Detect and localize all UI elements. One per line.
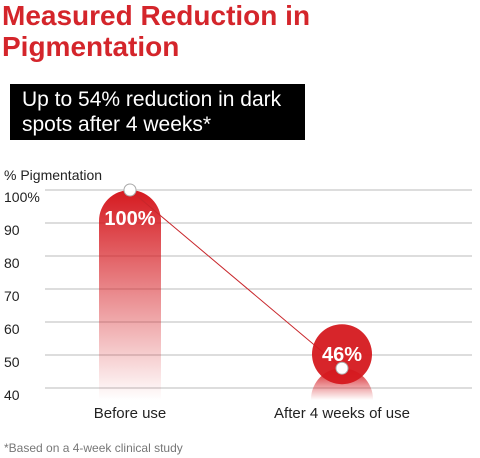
chart-title: Measured Reduction in Pigmentation <box>2 0 311 62</box>
value-label: 46% <box>322 344 362 366</box>
x-tick-label: Before use <box>94 405 167 422</box>
value-label: 100% <box>104 208 155 230</box>
trend-line <box>129 189 343 369</box>
point-marker <box>335 361 349 375</box>
y-tick-label: 90 <box>4 222 20 238</box>
point-marker <box>123 183 137 197</box>
y-tick-label: 50 <box>4 354 20 370</box>
y-tick-label: 70 <box>4 288 20 304</box>
subtitle: Up to 54% reduction in dark spots after … <box>22 88 282 136</box>
y-tick-label: 60 <box>4 321 20 337</box>
x-tick-label: After 4 weeks of use <box>274 405 410 422</box>
bar <box>99 190 161 400</box>
footnote: *Based on a 4-week clinical study <box>4 441 183 455</box>
y-axis-label: % Pigmentation <box>4 167 102 183</box>
y-tick-label: 40 <box>4 387 20 403</box>
label-blob <box>312 324 372 385</box>
y-tick-label: 80 <box>4 255 20 271</box>
subtitle-box: Up to 54% reduction in dark spots after … <box>10 84 305 140</box>
y-tick-label: 100% <box>4 189 40 205</box>
